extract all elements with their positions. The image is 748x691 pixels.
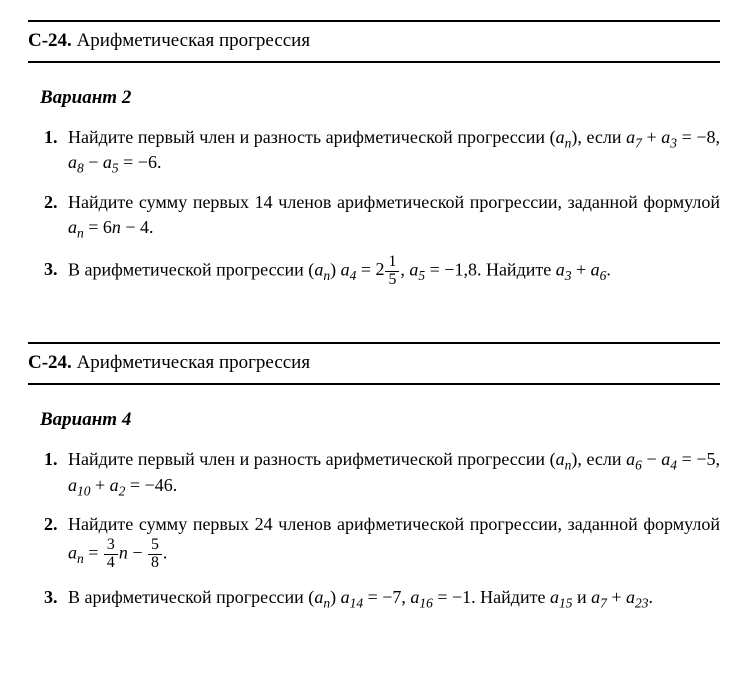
text: .: [606, 259, 611, 279]
problem-2-v4: Найдите сумму первых 24 членов арифметич…: [62, 512, 720, 571]
sub: 10: [77, 483, 91, 498]
op: +: [91, 475, 110, 495]
text: .: [163, 542, 168, 562]
var: a: [68, 542, 77, 562]
problem-2-v2: Найдите сумму первых 14 членов арифметич…: [62, 190, 720, 240]
problem-1-v2: Найдите первый член и разность арифметич…: [62, 125, 720, 175]
text: В арифметической прогрессии (: [68, 587, 314, 607]
op: −: [642, 449, 661, 469]
text: = −6.: [119, 152, 162, 172]
text: = −1. Найдите: [433, 587, 550, 607]
denominator: 5: [385, 272, 399, 289]
section-code: С-24.: [28, 352, 72, 373]
section-title: Арифметическая прогрессия: [77, 30, 311, 51]
sub: n: [77, 225, 84, 240]
numerator: 3: [104, 537, 118, 555]
sub: 4: [670, 458, 677, 473]
var: a: [68, 217, 77, 237]
section-title: Арифметическая прогрессия: [77, 352, 311, 373]
text: = −1,8. Найдите: [425, 259, 556, 279]
text: ), если: [571, 449, 626, 469]
sub: 8: [77, 161, 84, 176]
text: = −5,: [677, 449, 720, 469]
section-header: С-24. Арифметическая прогрессия: [28, 342, 720, 385]
text: и: [572, 587, 591, 607]
var: a: [626, 449, 635, 469]
var: a: [550, 587, 559, 607]
var: a: [591, 259, 600, 279]
var: a: [556, 449, 565, 469]
text: = −46.: [125, 475, 177, 495]
denominator: 8: [148, 555, 162, 572]
text: = −7,: [363, 587, 410, 607]
fraction: 34: [104, 537, 118, 571]
text: Найдите сумму первых 14 членов арифметич…: [68, 192, 720, 212]
numerator: 5: [148, 537, 162, 555]
sub: 16: [419, 596, 433, 611]
problem-list-v4: Найдите первый член и разность арифметич…: [28, 447, 720, 610]
op: −: [128, 542, 147, 562]
text: = −8,: [677, 127, 720, 147]
var: a: [68, 475, 77, 495]
var: a: [626, 587, 635, 607]
var: a: [341, 587, 350, 607]
var: n: [112, 217, 121, 237]
var: a: [68, 152, 77, 172]
sub: 7: [635, 136, 642, 151]
problem-1-v4: Найдите первый член и разность арифметич…: [62, 447, 720, 497]
op: +: [642, 127, 661, 147]
var: a: [556, 259, 565, 279]
sub: 5: [112, 161, 119, 176]
var: a: [661, 127, 670, 147]
var: a: [556, 127, 565, 147]
op: +: [607, 587, 626, 607]
op: +: [571, 259, 590, 279]
sub: 15: [559, 596, 573, 611]
text: Найдите сумму первых 24 членов арифметич…: [68, 514, 720, 534]
problem-3-v4: В арифметической прогрессии (an) a14 = −…: [62, 585, 720, 610]
whole: 2: [375, 259, 384, 279]
var: a: [314, 259, 323, 279]
denominator: 4: [104, 555, 118, 572]
var: a: [591, 587, 600, 607]
sub: 14: [350, 596, 364, 611]
variant-label: Вариант 4: [40, 407, 720, 434]
text: − 4.: [121, 217, 154, 237]
var: a: [103, 152, 112, 172]
var: a: [314, 587, 323, 607]
sub: 3: [670, 136, 677, 151]
var: a: [110, 475, 119, 495]
fraction: 58: [148, 537, 162, 571]
text: .: [649, 587, 654, 607]
text: =: [84, 542, 103, 562]
sub: 6: [635, 458, 642, 473]
section-code: С-24.: [28, 30, 72, 51]
section-header: С-24. Арифметическая прогрессия: [28, 20, 720, 63]
op: −: [84, 152, 103, 172]
text: = 6: [84, 217, 112, 237]
problem-3-v2: В арифметической прогрессии (an) a4 = 21…: [62, 254, 720, 288]
text: ), если: [571, 127, 626, 147]
text: В арифметической прогрессии (: [68, 259, 314, 279]
var: a: [626, 127, 635, 147]
sub: n: [77, 551, 84, 566]
var: a: [341, 259, 350, 279]
problem-list-v2: Найдите первый член и разность арифметич…: [28, 125, 720, 288]
sub: 7: [600, 596, 607, 611]
fraction: 15: [385, 254, 399, 288]
text: Найдите первый член и разность арифметич…: [68, 127, 556, 147]
var: a: [661, 449, 670, 469]
var: n: [119, 542, 128, 562]
text: ): [330, 259, 341, 279]
text: Найдите первый член и разность арифметич…: [68, 449, 556, 469]
numerator: 1: [385, 254, 399, 272]
text: ): [330, 587, 341, 607]
variant-label: Вариант 2: [40, 85, 720, 112]
text: =: [356, 259, 375, 279]
sub: 23: [635, 596, 649, 611]
